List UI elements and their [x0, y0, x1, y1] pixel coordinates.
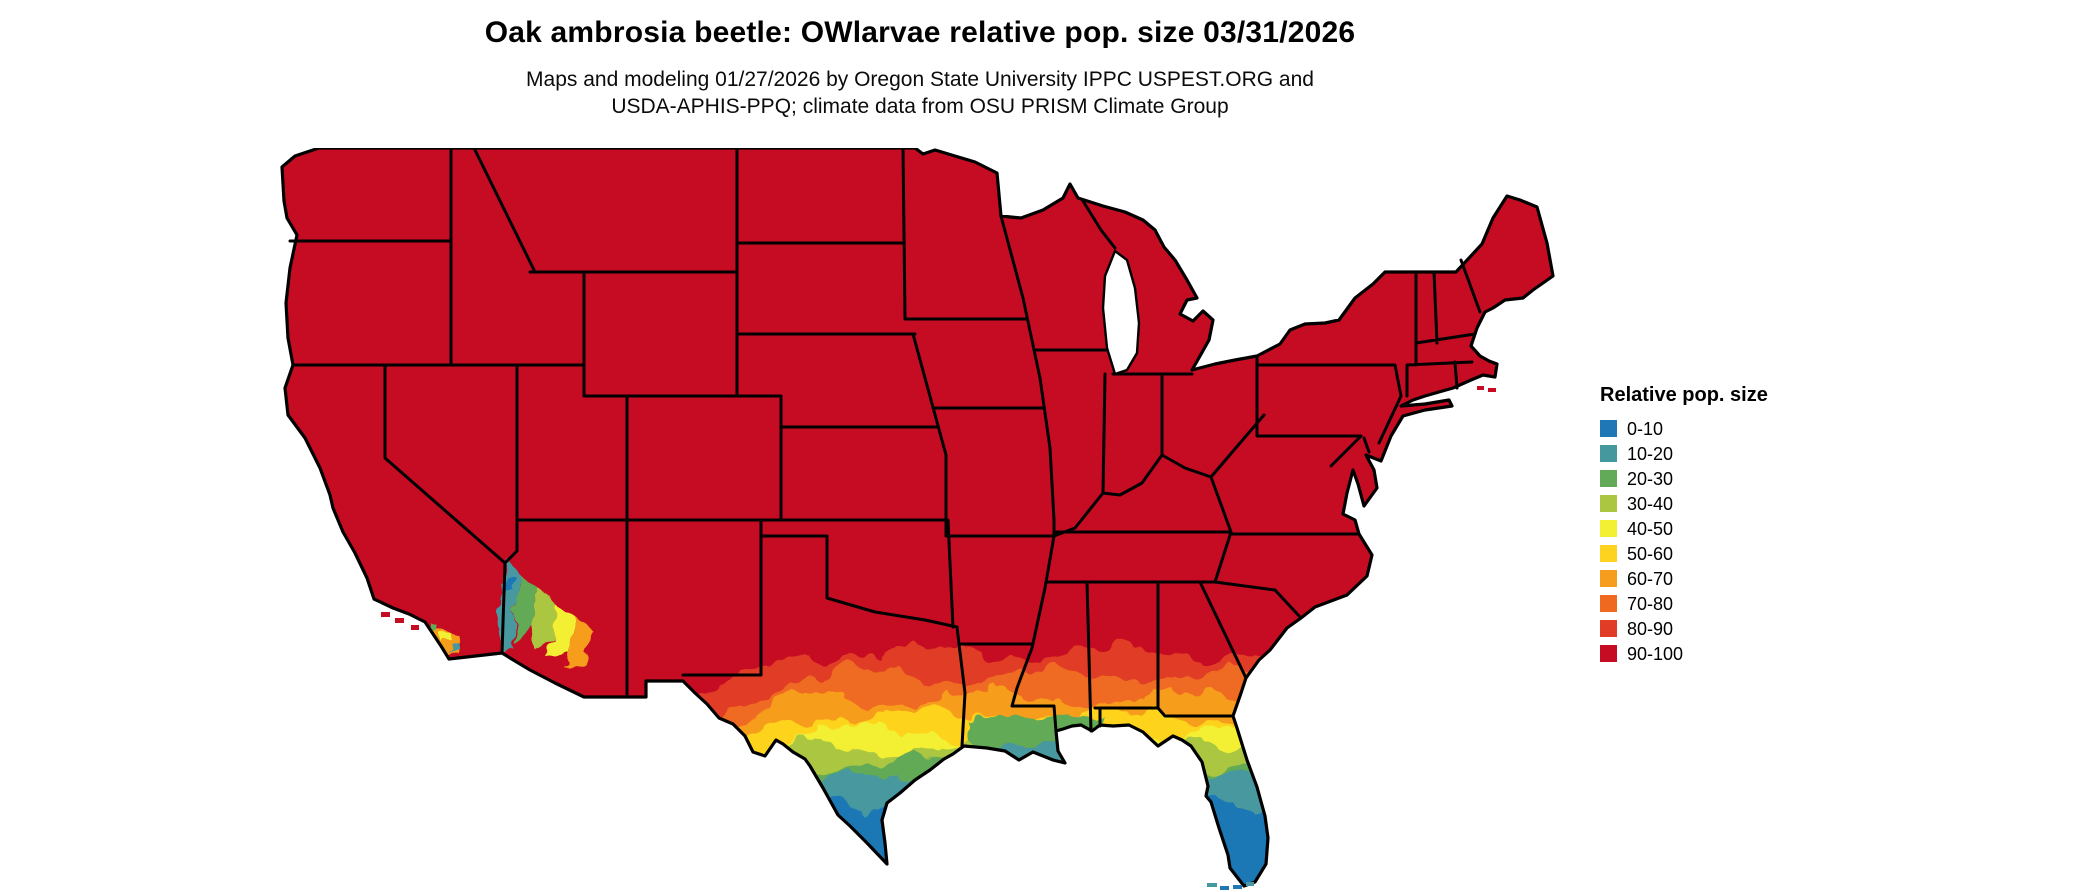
legend-swatch: [1600, 595, 1617, 612]
legend-swatch: [1600, 520, 1617, 537]
map-bands: [691, 640, 1339, 886]
channel-island: [381, 612, 390, 617]
legend-label: 90-100: [1627, 643, 1684, 664]
florida-key: [1246, 882, 1254, 886]
river-green-band: [515, 573, 537, 643]
legend-label: 40-50: [1627, 518, 1674, 539]
offshore-islands: [305, 161, 1496, 890]
river-yellow-band: [545, 603, 577, 656]
legend-item: 50-60: [1600, 541, 1768, 566]
legend-item: 10-20: [1600, 441, 1768, 466]
legend-label: 80-90: [1627, 618, 1674, 639]
new-england-island: [1477, 386, 1484, 390]
legend-item: 60-70: [1600, 566, 1768, 591]
legend-label: 10-20: [1627, 443, 1674, 464]
new-england-island: [1488, 388, 1496, 392]
legend-item: 0-10: [1600, 416, 1768, 441]
channel-island: [411, 625, 419, 630]
san-juan-island: [305, 161, 312, 165]
legend-swatch: [1600, 445, 1617, 462]
figure-header: Oak ambrosia beetle: OWlarvae relative p…: [0, 16, 1840, 122]
legend-swatch: [1600, 545, 1617, 562]
state-borders: [288, 148, 1482, 748]
legend-label: 20-30: [1627, 468, 1674, 489]
channel-island: [395, 618, 404, 623]
river-yellowgreen-band: [533, 588, 557, 648]
figure-subtitle-line2: USDA-APHIS-PPQ; climate data from OSU PR…: [611, 95, 1229, 118]
legend-item: 70-80: [1600, 591, 1768, 616]
legend-items: 0-10 10-20 20-30 30-40 40-50 50-60 60-70 70-80 8…: [1600, 416, 1768, 666]
florida-key: [1207, 883, 1217, 887]
legend-item: 30-40: [1600, 491, 1768, 516]
legend-label: 30-40: [1627, 493, 1674, 514]
legend-item: 40-50: [1600, 516, 1768, 541]
figure-subtitle-line1: Maps and modeling 01/27/2026 by Oregon S…: [526, 68, 1314, 91]
legend-label: 50-60: [1627, 543, 1674, 564]
legend-swatch: [1600, 420, 1617, 437]
legend-swatch: [1600, 570, 1617, 587]
legend-swatch: [1600, 645, 1617, 662]
socal-green-spot: [428, 622, 437, 629]
florida-key: [1220, 886, 1229, 890]
conus-map-svg: [280, 148, 1555, 890]
florida-key: [1233, 885, 1242, 889]
legend-item: 20-30: [1600, 466, 1768, 491]
socal-yellow-spot: [441, 632, 452, 641]
river-blue-spot: [505, 578, 512, 589]
socal-teal-spot: [450, 644, 458, 651]
lake-michigan: [1101, 249, 1141, 376]
legend-item: 80-90: [1600, 616, 1768, 641]
legend-swatch: [1600, 495, 1617, 512]
river-orange-band: [560, 618, 593, 668]
legend-item: 90-100: [1600, 641, 1768, 666]
legend-label: 0-10: [1627, 418, 1664, 439]
legend-swatch: [1600, 620, 1617, 637]
legend-label: 70-80: [1627, 593, 1674, 614]
legend-swatch: [1600, 470, 1617, 487]
figure-title: Oak ambrosia beetle: OWlarvae relative p…: [484, 16, 1356, 49]
legend-label: 60-70: [1627, 568, 1674, 589]
legend: Relative pop. size 0-10 10-20 20-30 30-40 40…: [1600, 384, 1768, 666]
legend-title: Relative pop. size: [1600, 384, 1768, 406]
